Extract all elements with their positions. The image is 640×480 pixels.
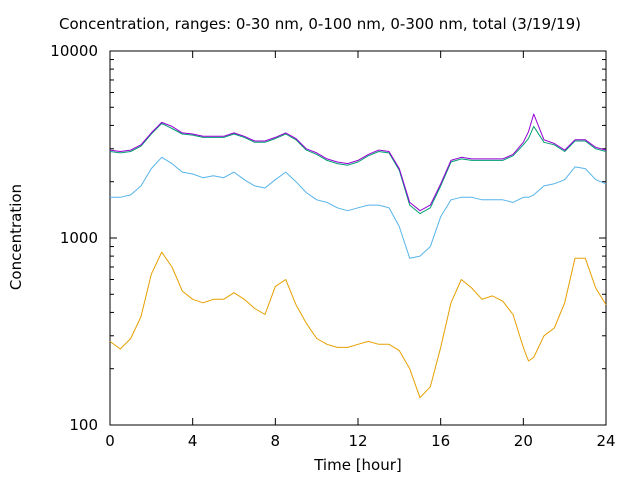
x-tick-label: 20	[514, 432, 533, 450]
x-tick-label: 24	[596, 432, 615, 450]
series-line-1	[109, 251, 607, 399]
series-line-2	[110, 156, 607, 259]
series-line-3	[109, 122, 607, 215]
axis-ticks: 0 4 8 12 16 20 24 100 1000 10000	[50, 42, 615, 450]
y-tick-label: 10000	[50, 42, 98, 60]
x-tick-label: 0	[105, 432, 115, 450]
series-line-4	[109, 113, 607, 212]
y-axis-label: Concentration	[7, 183, 25, 291]
x-tick-label: 16	[431, 432, 450, 450]
y-tick-label: 1000	[60, 229, 98, 247]
x-tick-label: 12	[348, 432, 367, 450]
series-lines	[109, 113, 607, 399]
x-axis-label: Time [hour]	[314, 456, 402, 474]
y-tick-label: 100	[69, 416, 98, 434]
plot-frame	[109, 50, 607, 426]
chart-title: Concentration, ranges: 0-30 nm, 0-100 nm…	[59, 15, 581, 33]
x-tick-label: 4	[188, 432, 198, 450]
x-tick-label: 8	[271, 432, 281, 450]
